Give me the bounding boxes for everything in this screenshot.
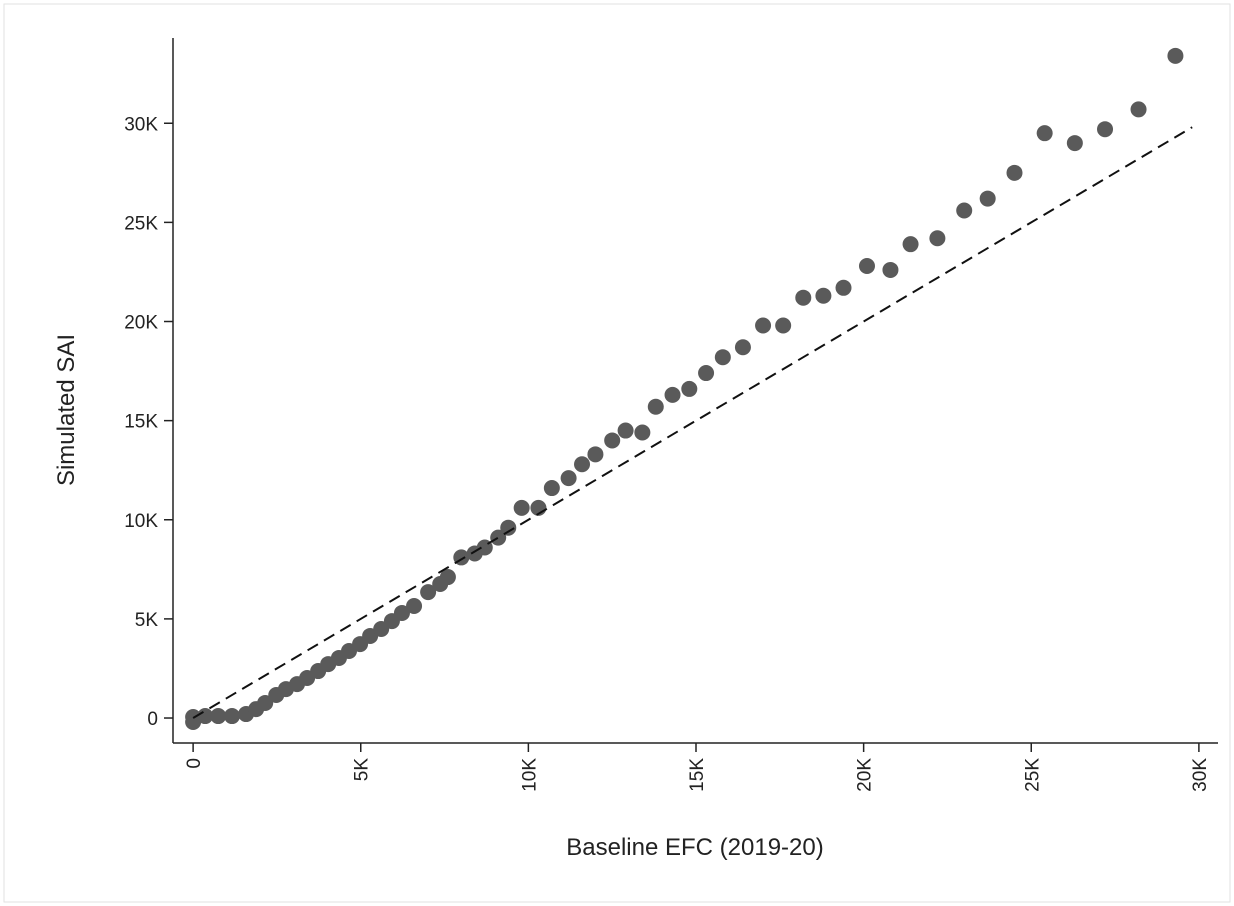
scatter-point bbox=[439, 569, 456, 586]
scatter-point bbox=[420, 584, 437, 601]
scatter-point bbox=[257, 694, 274, 711]
x-tick-label: 30K bbox=[1190, 758, 1211, 792]
y-tick-label: 25K bbox=[124, 213, 158, 234]
scatter-point bbox=[500, 519, 517, 536]
scatter-point bbox=[560, 470, 577, 487]
reference-line bbox=[192, 126, 1193, 719]
scatter-point bbox=[714, 349, 731, 366]
scatter-point bbox=[698, 365, 715, 382]
scatter-point bbox=[979, 190, 996, 207]
frame bbox=[3, 3, 1231, 903]
scatter-point bbox=[882, 261, 899, 278]
scatter-point bbox=[1036, 125, 1053, 142]
scatter-point bbox=[795, 289, 812, 306]
scatter-point bbox=[1167, 47, 1184, 64]
scatter-point bbox=[197, 708, 214, 725]
scatter-point bbox=[681, 380, 698, 397]
scatter-point bbox=[956, 202, 973, 219]
scatter-point bbox=[224, 708, 241, 725]
x-tick-label: 20K bbox=[855, 758, 876, 792]
scatter-point bbox=[393, 604, 410, 621]
scatter-point bbox=[815, 287, 832, 304]
y-tick-label: 10K bbox=[124, 511, 158, 532]
scatter-point bbox=[574, 456, 591, 473]
y-tick-label: 30K bbox=[124, 114, 158, 135]
scatter-point bbox=[543, 480, 560, 497]
scatter-point bbox=[1130, 101, 1147, 118]
scatter-point bbox=[634, 424, 651, 441]
scatter-point bbox=[647, 398, 664, 415]
y-axis-title: Simulated SAI bbox=[53, 334, 80, 486]
x-tick-label: 25K bbox=[1022, 758, 1043, 792]
y-tick-label: 15K bbox=[124, 412, 158, 433]
scatter-point bbox=[617, 422, 634, 439]
scatter-point bbox=[929, 230, 946, 247]
x-tick-label: 15K bbox=[687, 758, 708, 792]
scatter-point bbox=[604, 432, 621, 449]
scatter-point bbox=[1097, 121, 1114, 138]
scatter-point bbox=[734, 339, 751, 356]
y-tick-label: 20K bbox=[124, 313, 158, 334]
scatter-point bbox=[1066, 135, 1083, 152]
scatter-point bbox=[858, 257, 875, 274]
scatter-point bbox=[835, 279, 852, 296]
scatter-point bbox=[1006, 164, 1023, 181]
y-tick-label: 0 bbox=[147, 709, 158, 730]
scatter-point bbox=[406, 598, 423, 615]
scatter-point bbox=[513, 499, 530, 516]
x-tick-label: 10K bbox=[519, 758, 540, 792]
scatter-point bbox=[664, 386, 681, 403]
scatter-point bbox=[755, 317, 772, 334]
x-axis-title: Baseline EFC (2019-20) bbox=[566, 834, 823, 861]
y-tick-label: 5K bbox=[135, 610, 159, 631]
scatter-point bbox=[775, 317, 792, 334]
x-tick-label: 5K bbox=[352, 758, 373, 782]
scatter-point bbox=[587, 446, 604, 463]
scatter-point bbox=[902, 236, 919, 253]
scatter-point bbox=[210, 708, 227, 725]
scatter-point bbox=[490, 529, 507, 546]
x-tick-label: 0 bbox=[184, 758, 205, 769]
